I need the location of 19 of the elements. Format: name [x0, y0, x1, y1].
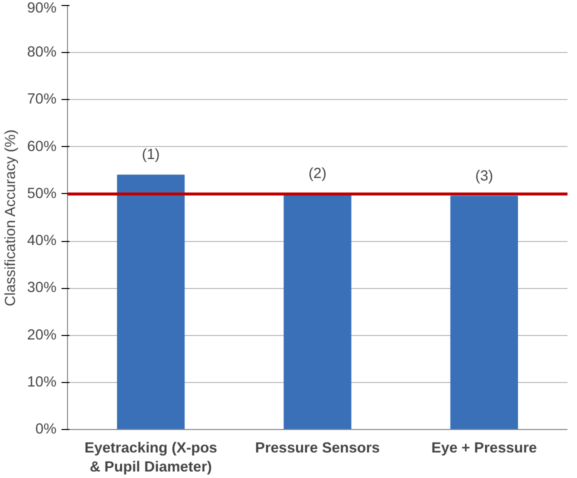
annotation: (3) [475, 168, 494, 184]
x-tick-label: Pressure Sensors [255, 440, 380, 456]
y-axis-title: Classification Accuracy (%) [3, 130, 20, 306]
y-tick-label: 60% [27, 138, 57, 155]
x-tick-label: Eyetracking (X-pos & Pupil Diameter) [84, 440, 218, 476]
y-tick-label: 90% [27, 0, 57, 16]
y-tick-label: 50% [27, 186, 57, 202]
y-tick-label: 70% [27, 92, 57, 108]
annotation: (1) [142, 147, 160, 164]
x-tick-label: Eye + Pressure [431, 440, 537, 456]
bar [450, 196, 518, 430]
y-tick-label: 30% [27, 280, 57, 296]
y-tick-label: 0% [35, 422, 57, 438]
y-tick-label: 80% [27, 44, 57, 61]
y-tick-label: 40% [27, 233, 57, 250]
y-tick-label: 10% [27, 374, 57, 390]
y-tick-label: 20% [27, 327, 57, 344]
annotation: (2) [308, 166, 326, 182]
bar [117, 174, 185, 430]
